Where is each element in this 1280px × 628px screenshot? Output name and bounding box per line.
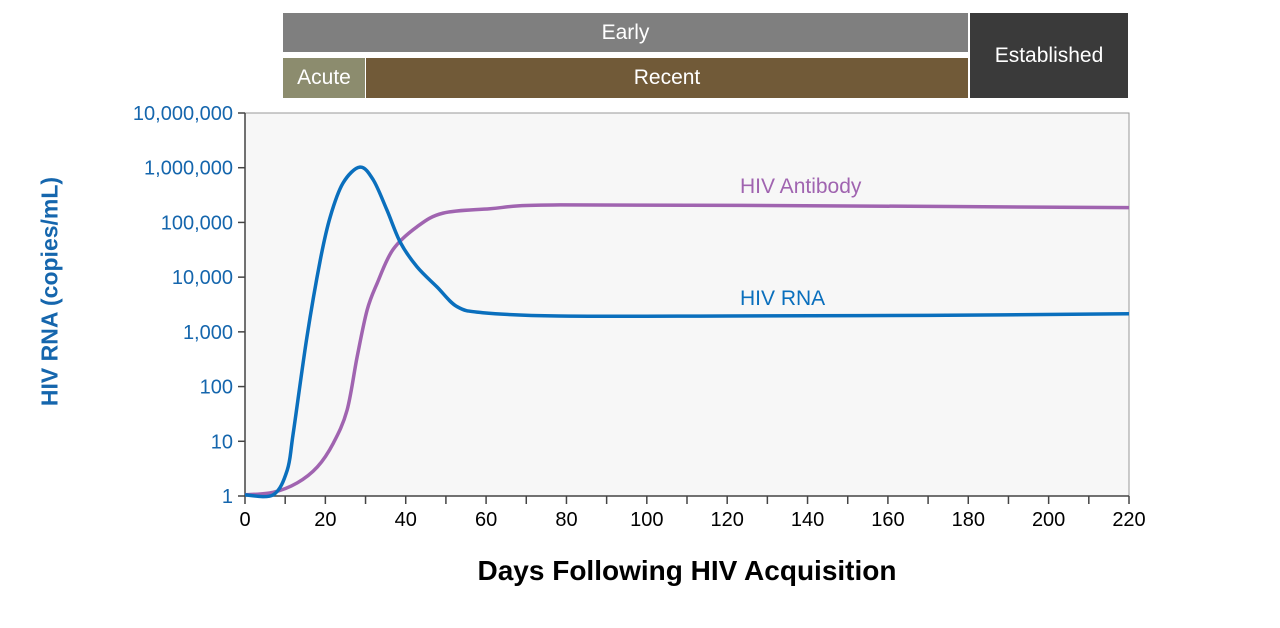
phase-acute: Acute bbox=[283, 58, 365, 98]
phase-established: Established bbox=[970, 13, 1128, 98]
y-tick-label: 10 bbox=[211, 431, 233, 453]
plot-area bbox=[244, 112, 1130, 497]
x-tick-label: 60 bbox=[475, 509, 497, 531]
phase-early: Early bbox=[283, 13, 968, 52]
x-tick-label: 40 bbox=[395, 509, 417, 531]
x-tick-label: 80 bbox=[555, 509, 577, 531]
x-tick-label: 20 bbox=[314, 509, 336, 531]
x-tick-label: 120 bbox=[710, 509, 743, 531]
antibody-line bbox=[244, 203, 1130, 497]
x-tick-label: 160 bbox=[871, 509, 904, 531]
x-tick-label: 180 bbox=[952, 509, 985, 531]
y-tick-label: 10,000 bbox=[172, 267, 233, 289]
phase-established-label: Established bbox=[994, 43, 1104, 67]
y-tick-label: 100,000 bbox=[161, 212, 233, 234]
y-tick-label: 100 bbox=[200, 377, 233, 399]
x-axis-label: Days Following HIV Acquisition bbox=[477, 555, 897, 586]
y-tick-label: 1 bbox=[222, 486, 233, 508]
rna-series-label: HIV RNA bbox=[740, 287, 825, 310]
y-tick-label: 1,000 bbox=[183, 322, 233, 344]
y-tick-label: 10,000,000 bbox=[133, 103, 233, 125]
x-tick-label: 100 bbox=[630, 509, 663, 531]
y-axis-label: HIV RNA (copies/mL) bbox=[36, 176, 63, 407]
x-tick-label: 220 bbox=[1112, 509, 1145, 531]
phase-early-label: Early bbox=[601, 20, 650, 44]
phase-recent-label: Recent bbox=[633, 66, 701, 89]
x-tick-label: 140 bbox=[791, 509, 824, 531]
x-tick-label: 0 bbox=[239, 509, 250, 531]
x-tick-label: 200 bbox=[1032, 509, 1065, 531]
phase-acute-label: Acute bbox=[297, 66, 351, 89]
phase-recent: Recent bbox=[366, 58, 968, 98]
rna-line bbox=[244, 165, 1130, 499]
y-tick-label: 1,000,000 bbox=[144, 158, 233, 180]
antibody-series-label: HIV Antibody bbox=[740, 175, 862, 198]
